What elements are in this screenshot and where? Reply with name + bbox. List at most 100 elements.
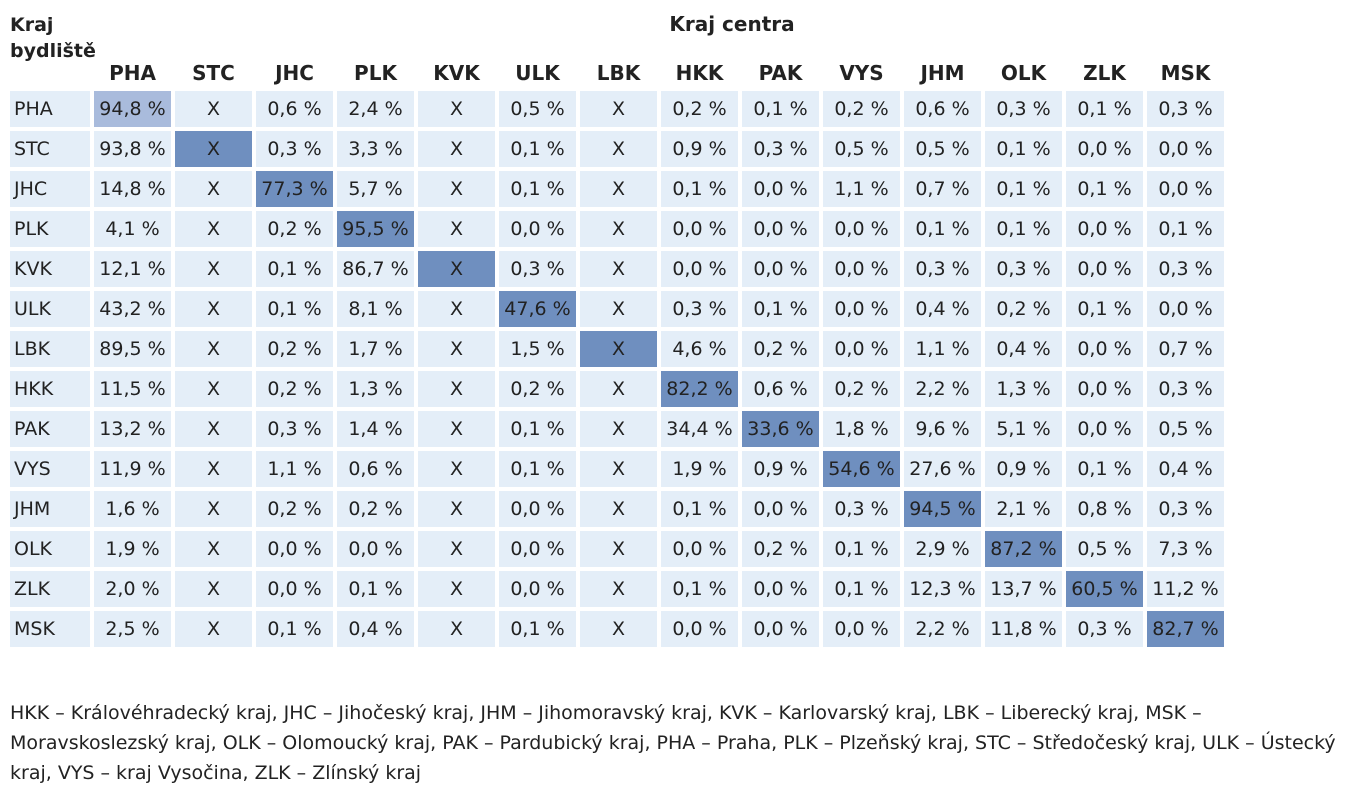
- table-cell: X: [580, 611, 657, 647]
- table-cell: 0,2 %: [256, 371, 333, 407]
- row-header-hkk: HKK: [10, 371, 90, 407]
- table-cell: 0,0 %: [823, 611, 900, 647]
- table-cell: 2,9 %: [904, 531, 981, 567]
- footnote: HKK – Královéhradecký kraj, JHC – Jihoče…: [10, 702, 1336, 784]
- diagonal-cell: 94,5 %: [904, 491, 981, 527]
- column-header-pak: PAK: [758, 61, 803, 85]
- table-cell: 0,9 %: [985, 451, 1062, 487]
- table-cell: 0,1 %: [256, 291, 333, 327]
- table-cell: 0,0 %: [256, 531, 333, 567]
- table-cell: 12,1 %: [94, 251, 171, 287]
- table-cell: 0,3 %: [256, 411, 333, 447]
- column-header-plk: PLK: [354, 61, 397, 85]
- table-cell: 43,2 %: [94, 291, 171, 327]
- table-cell: 0,0 %: [823, 331, 900, 367]
- row-header-jhc: JHC: [10, 171, 90, 207]
- table-cell: 0,0 %: [337, 531, 414, 567]
- table-cell: 0,0 %: [1066, 371, 1143, 407]
- table-cell: 0,0 %: [823, 211, 900, 247]
- table-cell: X: [580, 171, 657, 207]
- table-cell: 4,6 %: [661, 331, 738, 367]
- table-cell: X: [175, 411, 252, 447]
- table-cell: 0,0 %: [661, 531, 738, 567]
- table-cell: 0,5 %: [1066, 531, 1143, 567]
- table-cell: 0,0 %: [1066, 131, 1143, 167]
- table-cell: 86,7 %: [337, 251, 414, 287]
- table-cell: 0,2 %: [985, 291, 1062, 327]
- table-cell: 0,2 %: [742, 531, 819, 567]
- table-cell: 34,4 %: [661, 411, 738, 447]
- table-cell: 0,1 %: [985, 171, 1062, 207]
- table-cell: X: [175, 171, 252, 207]
- table-cell: X: [580, 371, 657, 407]
- table-cell: 13,2 %: [94, 411, 171, 447]
- table-cell: 0,3 %: [742, 131, 819, 167]
- row-header-lbk: LBK: [10, 331, 90, 367]
- table-cell: X: [418, 291, 495, 327]
- row-header-vys: VYS: [10, 451, 90, 487]
- diagonal-cell: X: [418, 251, 495, 287]
- table-cell: 0,0 %: [742, 491, 819, 527]
- table-cell: 0,3 %: [823, 491, 900, 527]
- table-cell: 8,1 %: [337, 291, 414, 327]
- table-cell: 2,2 %: [904, 611, 981, 647]
- column-header-jhc: JHC: [275, 61, 314, 85]
- table-cell: 5,7 %: [337, 171, 414, 207]
- diagonal-cell: 82,2 %: [661, 371, 738, 407]
- table-cell: X: [175, 91, 252, 127]
- table-cell: 0,6 %: [337, 451, 414, 487]
- table-cell: X: [418, 451, 495, 487]
- table-cell: 0,0 %: [499, 491, 576, 527]
- column-header-pha: PHA: [109, 61, 156, 85]
- table-cell: 0,0 %: [1147, 291, 1224, 327]
- column-header-zlk: ZLK: [1083, 61, 1126, 85]
- table-cell: 0,6 %: [742, 371, 819, 407]
- table-cell: 0,1 %: [1066, 171, 1143, 207]
- row-header-ulk: ULK: [10, 291, 90, 327]
- table-cell: 0,0 %: [742, 571, 819, 607]
- column-header-stc: STC: [192, 61, 235, 85]
- table-cell: 2,0 %: [94, 571, 171, 607]
- table-cell: 1,4 %: [337, 411, 414, 447]
- table-cell: 0,3 %: [1147, 371, 1224, 407]
- table-cell: 0,6 %: [904, 91, 981, 127]
- row-header-msk: MSK: [10, 611, 90, 647]
- table-cell: X: [175, 571, 252, 607]
- table-cell: 14,8 %: [94, 171, 171, 207]
- table-cell: 1,9 %: [661, 451, 738, 487]
- table-cell: 0,1 %: [1066, 91, 1143, 127]
- table-row: JHC 14,8 % X 77,3 % 5,7 % X 0,1 % X 0,1 % 0,0 % 1,…: [10, 171, 1224, 207]
- table-cell: 0,0 %: [256, 571, 333, 607]
- row-header-olk: OLK: [10, 531, 90, 567]
- table-row: JHM 1,6 % X 0,2 % 0,2 % X 0,0 % X 0,1 % 0,0 % 0,3 …: [10, 491, 1224, 527]
- table-cell: 93,8 %: [94, 131, 171, 167]
- table-cell: 0,5 %: [823, 131, 900, 167]
- table-cell: 0,1 %: [256, 611, 333, 647]
- row-header-zlk: ZLK: [10, 571, 90, 607]
- table-row: HKK 11,5 % X 0,2 % 1,3 % X 0,2 % X 82,2 % 0,6 % 0,…: [10, 371, 1224, 407]
- table-cell: 0,0 %: [742, 211, 819, 247]
- table-cell: X: [580, 491, 657, 527]
- table-row: OLK 1,9 % X 0,0 % 0,0 % X 0,0 % X 0,0 % 0,2 % 0,1 …: [10, 531, 1224, 567]
- diagonal-cell: 33,6 %: [742, 411, 819, 447]
- table-cell: 0,1 %: [904, 211, 981, 247]
- table-cell: X: [580, 91, 657, 127]
- table-cell: X: [418, 491, 495, 527]
- table-row: PLK 4,1 % X 0,2 % 95,5 % X 0,0 % X 0,0 % 0,0 % 0,0…: [10, 211, 1224, 247]
- table-cell: 0,0 %: [1066, 251, 1143, 287]
- table-cell: 0,7 %: [904, 171, 981, 207]
- table-row: MSK 2,5 % X 0,1 % 0,4 % X 0,1 % X 0,0 % 0,0 % 0,0 …: [10, 611, 1224, 647]
- table-cell: 0,0 %: [1147, 171, 1224, 207]
- table-body: PHA 94,8 % X 0,6 % 2,4 % X 0,5 % X 0,2 % 0,1 % 0,2…: [10, 91, 1224, 647]
- table-cell: 0,4 %: [337, 611, 414, 647]
- table-cell: 0,3 %: [256, 131, 333, 167]
- table-cell: 1,7 %: [337, 331, 414, 367]
- table-cell: 0,3 %: [661, 291, 738, 327]
- table-cell: 0,3 %: [1147, 91, 1224, 127]
- column-header-lbk: LBK: [596, 61, 641, 85]
- table-cell: 0,1 %: [823, 531, 900, 567]
- table-cell: 0,2 %: [823, 371, 900, 407]
- table-cell: X: [580, 571, 657, 607]
- table-cell: 0,3 %: [904, 251, 981, 287]
- table-cell: 4,1 %: [94, 211, 171, 247]
